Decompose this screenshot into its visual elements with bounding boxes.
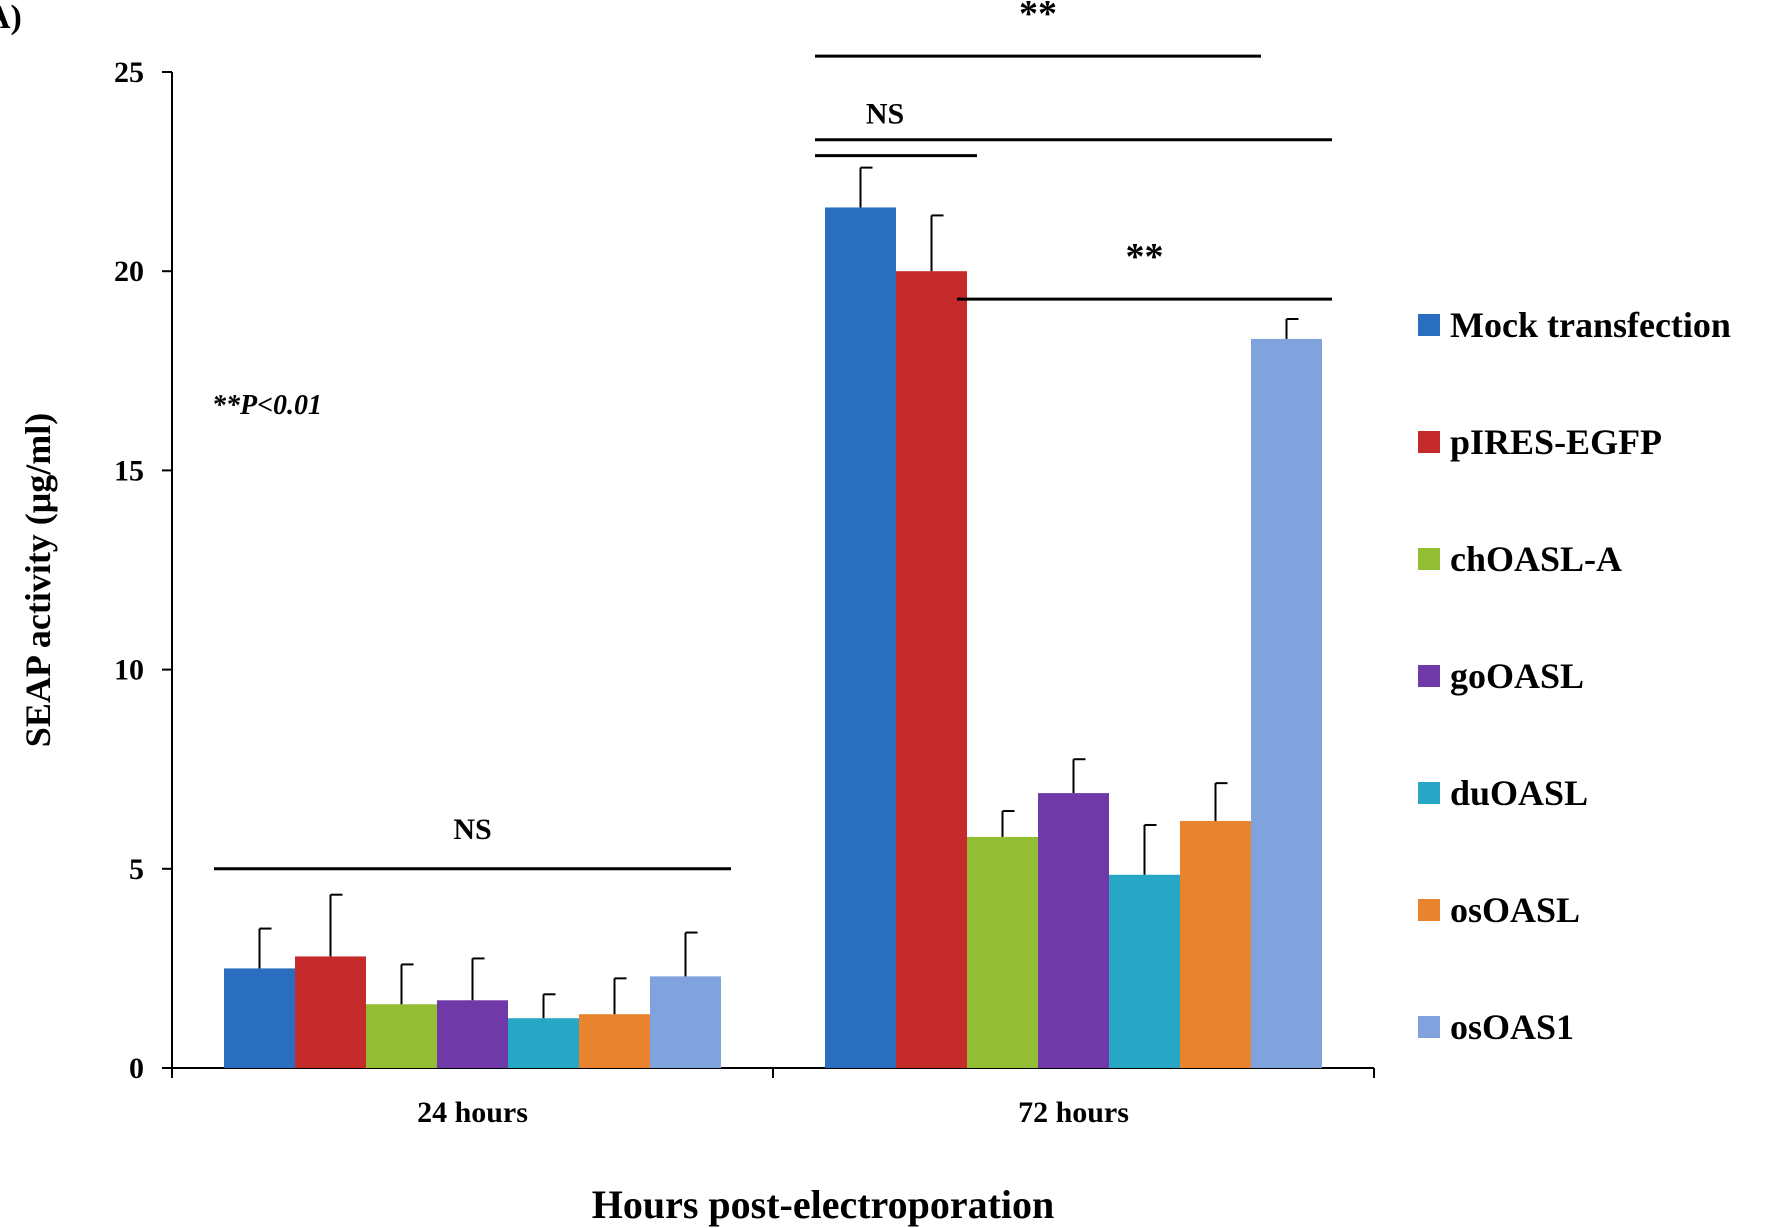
y-tick-label: 0 <box>129 1052 144 1085</box>
y-tick-label: 5 <box>129 853 144 886</box>
bar <box>1251 338 1322 1069</box>
y-tick-label: 25 <box>114 56 144 89</box>
bar <box>295 956 366 1068</box>
significance-brackets: NS ** NS ** <box>214 0 1332 871</box>
bar <box>967 836 1038 1068</box>
x-axis: 24 hours 72 hours <box>171 1067 1375 1129</box>
y-tick-label: 15 <box>114 454 144 487</box>
legend-swatch <box>1418 431 1440 453</box>
legend-swatch <box>1418 1016 1440 1038</box>
legend-entry: goOASL <box>1450 656 1584 696</box>
legend-entry: chOASL-A <box>1450 539 1622 579</box>
significance-label: ** <box>1126 236 1164 278</box>
panel-label: A) <box>0 0 22 36</box>
bar <box>224 968 295 1068</box>
legend-swatch <box>1418 314 1440 336</box>
bar <box>508 1018 579 1068</box>
bar <box>1180 820 1251 1068</box>
significance-label: ** <box>1019 0 1057 35</box>
significance-label: NS <box>453 813 491 846</box>
y-tick-label: 20 <box>114 255 144 288</box>
legend: Mock transfection pIRES-EGFP chOASL-A goOAS… <box>1418 305 1731 1047</box>
legend-entry: Mock transfection <box>1450 305 1731 345</box>
legend-swatch <box>1418 782 1440 804</box>
bars <box>224 166 1322 1069</box>
bar <box>650 976 721 1068</box>
legend-swatch <box>1418 665 1440 687</box>
bar <box>1109 874 1180 1068</box>
legend-entry: osOAS1 <box>1450 1007 1574 1047</box>
legend-swatch <box>1418 899 1440 921</box>
bar <box>896 271 967 1068</box>
bar <box>366 1004 437 1068</box>
y-axis-title: SEAP activity (μg/ml) <box>18 413 58 747</box>
bar <box>825 207 896 1068</box>
legend-entry: osOASL <box>1450 890 1580 930</box>
significance-label: NS <box>866 98 904 131</box>
x-tick-label: 24 hours <box>417 1096 528 1129</box>
x-axis-title: Hours post-electroporation <box>592 1182 1055 1227</box>
legend-entry: duOASL <box>1450 773 1588 813</box>
bar <box>579 1014 650 1068</box>
y-axis: 0 5 10 15 20 25 <box>114 56 173 1085</box>
x-tick-label: 72 hours <box>1018 1096 1129 1129</box>
bar <box>1038 793 1109 1068</box>
legend-swatch <box>1418 548 1440 570</box>
legend-entry: pIRES-EGFP <box>1450 422 1662 462</box>
y-tick-label: 10 <box>114 654 144 687</box>
bar <box>437 1000 508 1068</box>
p-value-note: **P<0.01 <box>212 390 322 421</box>
